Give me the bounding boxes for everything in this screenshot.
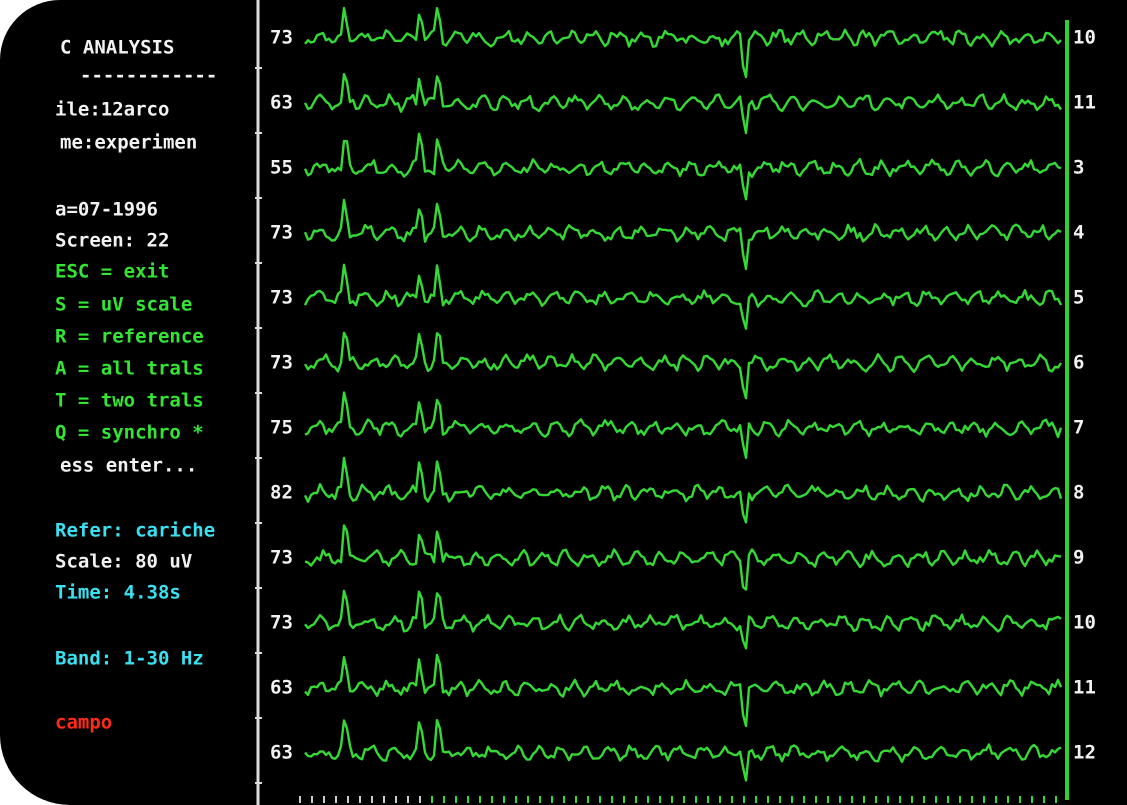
eeg-trace: [303, 456, 1063, 524]
channel-number: 73: [270, 222, 293, 244]
eeg-trace: [304, 6, 1062, 79]
channel-number: 55: [270, 157, 293, 179]
channel-label: 4: [1073, 222, 1084, 244]
side-panel: C ANALYSIS ------------ ile:12arco me:ex…: [55, 37, 217, 734]
key-help: Q = synchro *: [55, 422, 204, 444]
info-line: a=07-1996: [55, 199, 158, 221]
eeg-trace: [303, 132, 1062, 201]
channel-label: 12: [1073, 742, 1096, 764]
channel-number: 73: [270, 27, 293, 49]
status-line: Time: 4.38s: [55, 582, 181, 604]
channel-label: 11: [1073, 677, 1096, 699]
channel-label: 9: [1073, 547, 1084, 569]
traces: 73 10 63 11 55 3 73 4 73 5 73 6 75 7 82 8 73 9 73 10 63 11 63 1…: [255, 6, 1096, 803]
channel-label: 8: [1073, 482, 1084, 504]
info-line: ile:12arco: [55, 99, 169, 121]
key-help: S = uV scale: [55, 294, 192, 316]
key-help: R = reference: [55, 326, 204, 348]
key-help: ESC = exit: [55, 261, 169, 283]
eeg-trace: [303, 331, 1062, 400]
key-help: A = all trals: [55, 358, 204, 380]
info-line: Screen: 22: [55, 230, 169, 252]
channel-number: 63: [270, 677, 293, 699]
channel-label: 10: [1073, 27, 1096, 49]
channel-label: 11: [1073, 92, 1096, 114]
channel-label: 7: [1073, 417, 1084, 439]
channel-label: 10: [1073, 612, 1096, 634]
channel-number: 63: [270, 742, 293, 764]
status-line: Scale: 80 uV: [55, 551, 192, 573]
separator: ------------: [80, 65, 217, 87]
eeg-trace: [304, 589, 1062, 650]
eeg-trace: [303, 73, 1063, 135]
eeg-trace: [304, 391, 1063, 459]
app-title: C ANALYSIS: [60, 37, 174, 59]
channel-label: 3: [1073, 157, 1084, 179]
channel-label: 6: [1073, 352, 1084, 374]
channel-number: 63: [270, 92, 293, 114]
status-line: Band: 1-30 Hz: [55, 648, 204, 670]
eeg-trace: [303, 198, 1062, 271]
info-line: me:experimen: [60, 132, 197, 154]
eeg-trace: [303, 263, 1063, 330]
status-line: campo: [55, 712, 112, 734]
status-line: Refer: cariche: [55, 520, 215, 542]
key-help: T = two trals: [55, 390, 204, 412]
channel-number: 73: [270, 612, 293, 634]
channel-label: 5: [1073, 287, 1084, 309]
eeg-trace: [304, 653, 1063, 728]
channel-number: 82: [270, 482, 293, 504]
eeg-trace: [304, 524, 1062, 591]
channel-number: 73: [270, 547, 293, 569]
prompt: ess enter...: [60, 455, 197, 477]
eeg-trace: [304, 719, 1062, 782]
channel-number: 75: [270, 417, 293, 439]
channel-number: 73: [270, 352, 293, 374]
channel-number: 73: [270, 287, 293, 309]
